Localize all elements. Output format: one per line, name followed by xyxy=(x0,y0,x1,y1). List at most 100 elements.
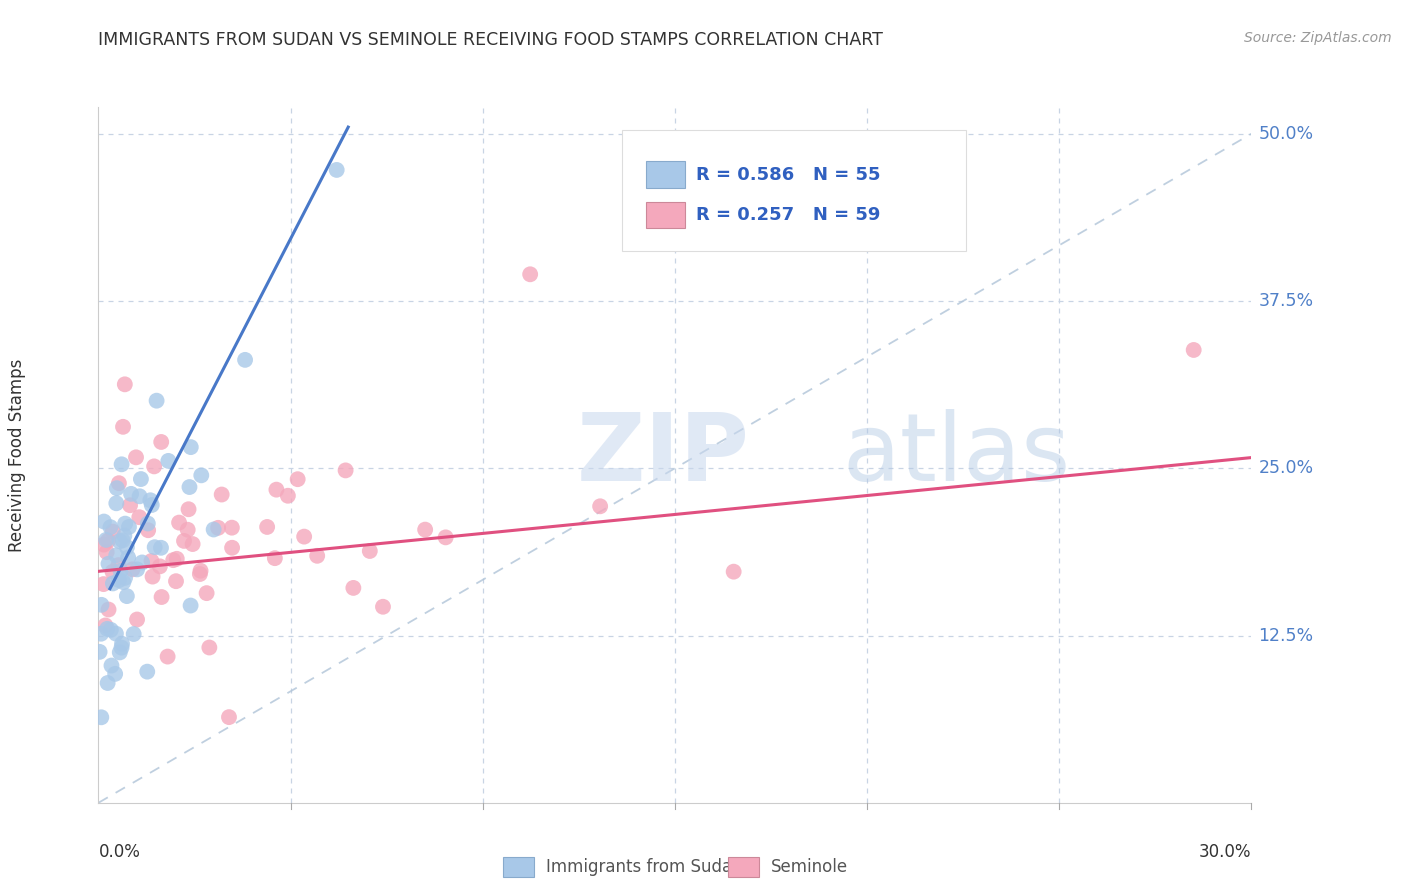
Point xyxy=(94,533,117,547)
Point xyxy=(110,564,132,578)
Point xyxy=(127,562,149,576)
Point xyxy=(125,450,148,465)
Point xyxy=(128,489,150,503)
Point xyxy=(93,538,115,552)
Point xyxy=(97,533,120,548)
Point xyxy=(114,571,136,585)
Point xyxy=(89,645,111,659)
Point xyxy=(121,562,143,576)
Point xyxy=(111,533,134,548)
Text: 50.0%: 50.0% xyxy=(1258,125,1313,143)
Point xyxy=(128,510,150,524)
Text: atlas: atlas xyxy=(842,409,1070,501)
Point xyxy=(112,575,135,590)
Text: 37.5%: 37.5% xyxy=(1258,292,1313,310)
Point xyxy=(136,516,159,531)
Point xyxy=(221,521,243,535)
Point xyxy=(100,520,122,534)
Point xyxy=(108,573,131,587)
Point xyxy=(371,599,394,614)
Point xyxy=(112,419,135,434)
Text: 12.5%: 12.5% xyxy=(1258,626,1313,645)
Point xyxy=(342,581,364,595)
Point xyxy=(96,545,118,559)
Point xyxy=(157,454,180,468)
Point xyxy=(165,574,187,589)
Point xyxy=(141,498,163,512)
Point xyxy=(198,640,221,655)
Point xyxy=(104,626,127,640)
Point xyxy=(96,622,118,636)
Point xyxy=(149,559,172,574)
Point xyxy=(108,645,131,659)
Point xyxy=(129,472,152,486)
Point xyxy=(100,623,122,637)
Point xyxy=(110,640,132,655)
Point xyxy=(114,377,136,392)
Point xyxy=(180,440,202,454)
Text: 30.0%: 30.0% xyxy=(1199,843,1251,861)
Text: 0.0%: 0.0% xyxy=(98,843,141,861)
Point xyxy=(115,589,138,603)
Point xyxy=(150,541,173,555)
Text: Source: ZipAtlas.com: Source: ZipAtlas.com xyxy=(1244,31,1392,45)
Point xyxy=(97,602,120,616)
Point xyxy=(142,569,165,583)
Text: R = 0.257   N = 59: R = 0.257 N = 59 xyxy=(696,206,880,224)
Point xyxy=(263,551,285,566)
Point xyxy=(101,576,124,591)
Point xyxy=(131,556,153,570)
Point xyxy=(111,637,134,651)
Point xyxy=(181,537,204,551)
Point xyxy=(107,558,129,573)
Point xyxy=(188,567,211,582)
Text: ZIP: ZIP xyxy=(576,409,749,501)
Point xyxy=(120,498,142,512)
Text: R = 0.586   N = 55: R = 0.586 N = 55 xyxy=(696,166,880,184)
Point xyxy=(93,515,115,529)
Text: Immigrants from Sudan: Immigrants from Sudan xyxy=(546,858,742,876)
Text: 25.0%: 25.0% xyxy=(1258,459,1313,477)
Point xyxy=(519,268,541,282)
Point xyxy=(207,521,229,535)
Point xyxy=(94,618,117,632)
Point xyxy=(141,554,163,568)
Point xyxy=(359,544,381,558)
Point xyxy=(413,523,436,537)
Point xyxy=(143,540,166,554)
Point xyxy=(221,541,243,555)
Point xyxy=(162,553,184,567)
Point xyxy=(145,393,167,408)
Point xyxy=(277,489,299,503)
Point xyxy=(143,459,166,474)
Point xyxy=(266,483,288,497)
Point xyxy=(179,480,201,494)
Point xyxy=(90,598,112,612)
Point xyxy=(118,520,141,534)
Point xyxy=(104,666,127,681)
Point xyxy=(233,352,256,367)
Point xyxy=(105,481,128,495)
Point xyxy=(150,434,173,449)
Text: Seminole: Seminole xyxy=(770,858,848,876)
Point xyxy=(177,502,200,516)
Point xyxy=(100,658,122,673)
Point xyxy=(292,530,315,544)
Point xyxy=(1182,343,1205,357)
Point xyxy=(335,463,357,477)
Point xyxy=(90,710,112,724)
Point xyxy=(176,523,198,537)
Point xyxy=(136,665,159,679)
Point xyxy=(125,613,148,627)
Point xyxy=(156,649,179,664)
Point xyxy=(101,565,124,579)
Point xyxy=(218,710,240,724)
Point xyxy=(434,530,457,544)
Point xyxy=(114,516,136,531)
Point xyxy=(173,533,195,548)
Point xyxy=(97,676,120,690)
Text: Receiving Food Stamps: Receiving Food Stamps xyxy=(8,359,25,551)
Point xyxy=(122,627,145,641)
Point xyxy=(723,565,745,579)
Point xyxy=(195,586,218,600)
